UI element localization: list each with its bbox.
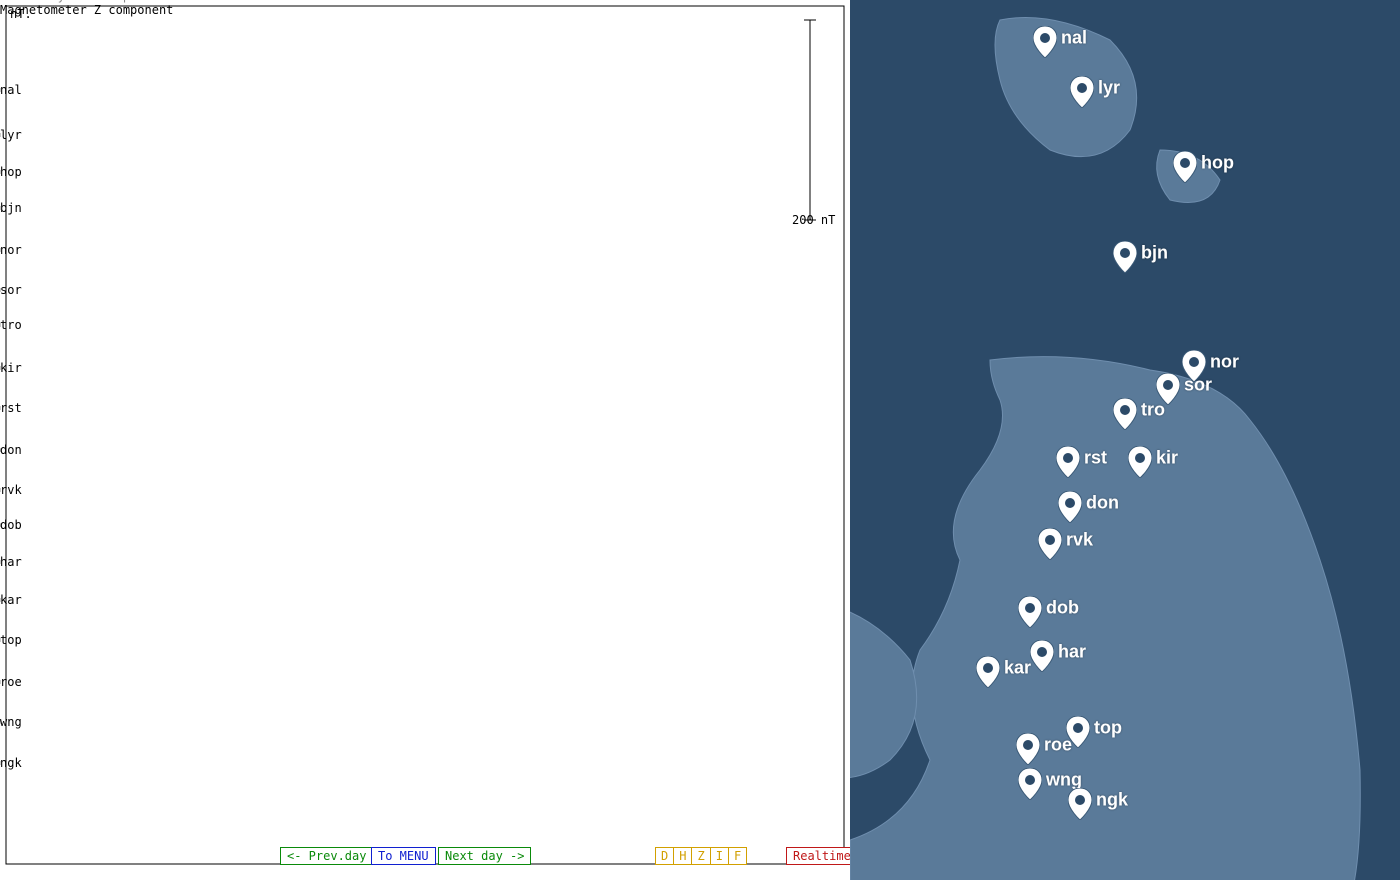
map-marker-dob[interactable] bbox=[1018, 596, 1042, 628]
map-marker-kar[interactable] bbox=[976, 656, 1000, 688]
component-button-h[interactable]: H bbox=[674, 847, 692, 865]
map-marker-bjn[interactable] bbox=[1113, 241, 1137, 273]
map-marker-lyr[interactable] bbox=[1070, 76, 1094, 108]
next-day-button[interactable]: Next day -> bbox=[438, 847, 531, 865]
map-marker-don[interactable] bbox=[1058, 491, 1082, 523]
svg-text:tro: tro bbox=[0, 318, 22, 332]
component-button-z[interactable]: Z bbox=[692, 847, 710, 865]
svg-text:kar: kar bbox=[0, 593, 22, 607]
station-map: nal lyr hop bjn nor sor tro kir bbox=[850, 0, 1400, 880]
component-button-d[interactable]: D bbox=[655, 847, 674, 865]
map-marker-roe[interactable] bbox=[1016, 733, 1040, 765]
map-marker-hop[interactable] bbox=[1173, 151, 1197, 183]
map-marker-nor[interactable] bbox=[1182, 350, 1206, 382]
svg-text:sor: sor bbox=[0, 283, 22, 297]
svg-text:Tromso Geophysical Observatory: Tromso Geophysical Observatory - DTU Spa… bbox=[0, 0, 152, 3]
svg-text:200 nT: 200 nT bbox=[792, 213, 835, 227]
component-button-f[interactable]: F bbox=[729, 847, 747, 865]
svg-text:hop: hop bbox=[0, 165, 22, 179]
svg-text:nal: nal bbox=[0, 83, 22, 97]
map-marker-har[interactable] bbox=[1030, 640, 1054, 672]
map-marker-rvk[interactable] bbox=[1038, 528, 1062, 560]
map-marker-wng[interactable] bbox=[1018, 768, 1042, 800]
chart-svg: Magnetometer Z componentnT.1718192021222… bbox=[0, 0, 850, 870]
component-buttons: DHZIF bbox=[655, 847, 747, 865]
svg-text:har: har bbox=[0, 555, 22, 569]
realtime-button[interactable]: Realtime bbox=[786, 847, 858, 865]
svg-text:bjn: bjn bbox=[0, 201, 22, 215]
svg-text:roe: roe bbox=[0, 675, 22, 689]
map-marker-sor[interactable] bbox=[1156, 373, 1180, 405]
map-marker-kir[interactable] bbox=[1128, 446, 1152, 478]
svg-text:rst: rst bbox=[0, 401, 22, 415]
svg-text:top: top bbox=[0, 633, 22, 647]
svg-text:wng: wng bbox=[0, 715, 22, 729]
svg-text:lyr: lyr bbox=[0, 128, 22, 142]
svg-text:don: don bbox=[0, 443, 22, 457]
map-svg bbox=[850, 0, 1400, 880]
map-marker-top[interactable] bbox=[1066, 716, 1090, 748]
svg-text:ngk: ngk bbox=[0, 756, 22, 770]
map-marker-nal[interactable] bbox=[1033, 26, 1057, 58]
component-button-i[interactable]: I bbox=[711, 847, 729, 865]
svg-text:rvk: rvk bbox=[0, 483, 22, 497]
prev-day-button[interactable]: <- Prev.day bbox=[280, 847, 373, 865]
map-marker-tro[interactable] bbox=[1113, 398, 1137, 430]
map-marker-rst[interactable] bbox=[1056, 446, 1080, 478]
svg-text:nor: nor bbox=[0, 243, 22, 257]
to-menu-button[interactable]: To MENU bbox=[371, 847, 436, 865]
svg-text:dob: dob bbox=[0, 518, 22, 532]
map-marker-ngk[interactable] bbox=[1068, 788, 1092, 820]
svg-text:kir: kir bbox=[0, 361, 22, 375]
magnetometer-chart: Magnetometer Z componentnT.1718192021222… bbox=[0, 0, 850, 880]
svg-text:nT.: nT. bbox=[10, 7, 32, 21]
